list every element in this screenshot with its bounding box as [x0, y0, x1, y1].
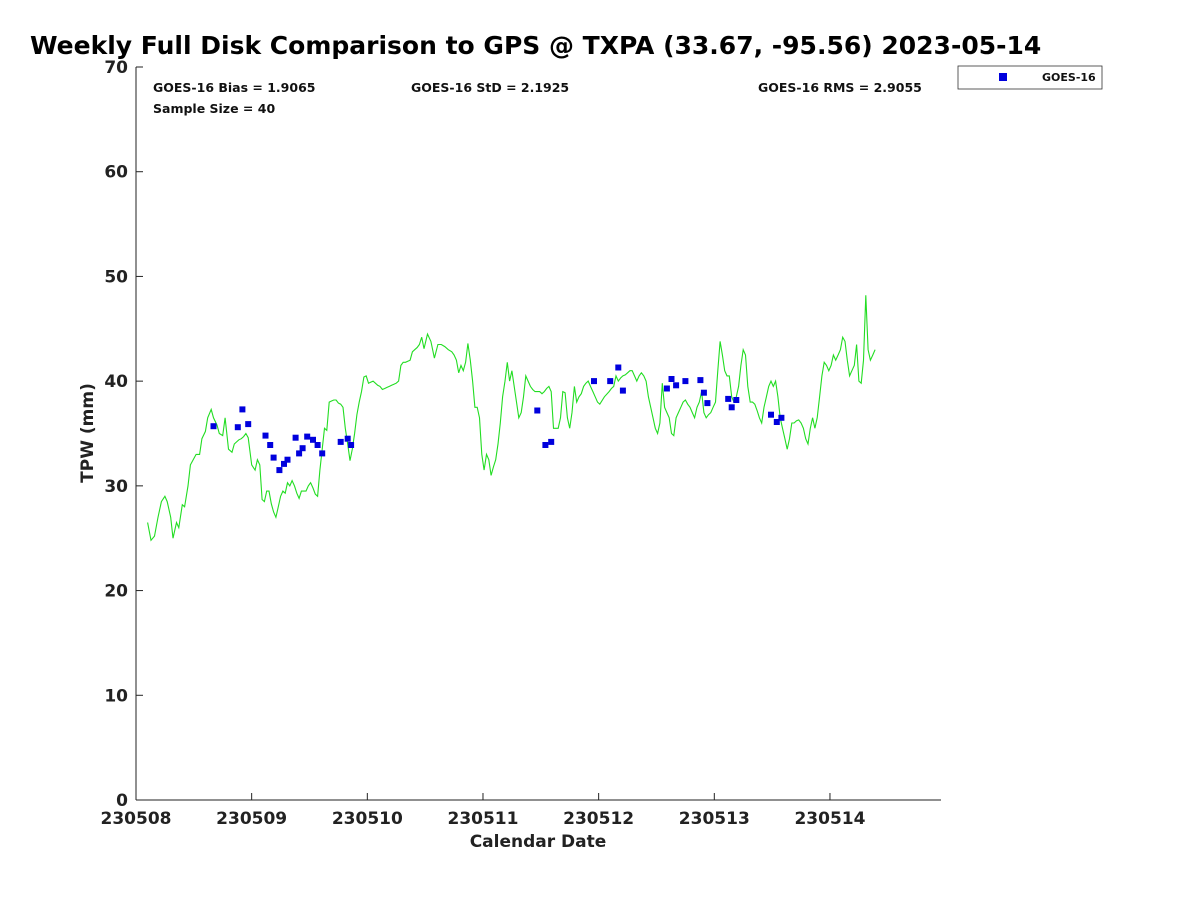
goes16-point — [778, 414, 785, 421]
x-axis-ticks: 230508 230509 230510 230511 230512 230513 2305… — [101, 793, 866, 829]
x-tick-label: 230509 — [216, 809, 287, 829]
goes16-point — [314, 442, 321, 448]
goes16-point — [210, 423, 217, 430]
goes16-point — [704, 400, 711, 407]
x-tick-label: 230513 — [679, 809, 750, 829]
goes16-point — [270, 454, 277, 461]
goes16-points — [210, 364, 785, 474]
goes16-point — [700, 389, 707, 396]
goes16-point — [276, 467, 283, 474]
gps-series-line — [147, 295, 876, 542]
goes16-point — [615, 364, 622, 371]
goes16-point — [591, 378, 597, 385]
goes16-point — [773, 419, 780, 425]
goes16-point — [673, 382, 680, 389]
goes16-point — [733, 397, 740, 403]
goes16-point — [239, 406, 246, 413]
legend-label-goes16: GOES-16 — [1042, 71, 1096, 84]
x-tick-label: 230510 — [332, 809, 403, 829]
y-tick-label: 60 — [104, 163, 128, 183]
std-stat: GOES-16 StD = 2.1925 — [411, 80, 569, 95]
y-tick-label: 30 — [104, 477, 128, 497]
goes16-point — [542, 442, 549, 448]
goes16-point — [304, 433, 311, 440]
goes16-point — [296, 450, 303, 457]
legend: GOES-16 — [957, 65, 1103, 90]
goes16-point — [245, 421, 252, 428]
x-tick-label: 230514 — [794, 809, 865, 829]
goes16-point — [348, 442, 355, 448]
chart-title: Weekly Full Disk Comparison to GPS @ TXP… — [30, 31, 1041, 60]
x-tick-label: 230512 — [563, 809, 634, 829]
x-axis-label: Calendar Date — [470, 832, 607, 852]
y-axis-label: TPW (mm) — [78, 383, 98, 483]
rms-stat: GOES-16 RMS = 2.9055 — [758, 80, 922, 95]
goes16-point — [725, 395, 732, 402]
goes16-point — [668, 376, 675, 382]
goes16-point — [310, 436, 316, 443]
goes16-point — [534, 407, 541, 414]
goes16-point — [234, 424, 241, 431]
y-axis-ticks: 0 10 20 30 40 50 60 70 — [104, 58, 143, 811]
x-tick-label: 230511 — [447, 809, 518, 829]
legend-marker-goes16 — [999, 73, 1007, 81]
goes16-point — [284, 456, 291, 463]
goes16-point — [262, 432, 269, 439]
goes16-point — [267, 442, 274, 448]
goes16-point — [337, 438, 344, 445]
goes16-point — [548, 438, 555, 445]
plot-area: 0 10 20 30 40 50 60 70 230508 230509 230510 230511… — [101, 58, 941, 829]
y-tick-label: 70 — [104, 58, 128, 78]
x-tick-label: 230508 — [101, 809, 172, 829]
y-tick-label: 40 — [104, 372, 128, 392]
goes16-point — [319, 450, 326, 457]
legend-box — [957, 65, 1103, 90]
goes16-point — [619, 387, 626, 394]
y-tick-label: 0 — [116, 791, 128, 811]
goes16-point — [728, 404, 735, 411]
goes16-point — [299, 445, 306, 452]
goes16-point — [663, 385, 670, 392]
y-tick-label: 50 — [104, 267, 128, 287]
bias-stat: GOES-16 Bias = 1.9065 — [153, 80, 315, 95]
goes16-point — [682, 378, 689, 385]
y-tick-label: 20 — [104, 582, 128, 602]
goes16-point — [697, 377, 704, 384]
goes16-point — [607, 378, 614, 385]
y-tick-label: 10 — [104, 686, 128, 706]
sample-size-stat: Sample Size = 40 — [153, 101, 275, 116]
goes16-point — [768, 411, 774, 418]
goes16-point — [281, 460, 287, 467]
goes16-point — [344, 435, 351, 442]
goes16-point — [292, 434, 299, 441]
